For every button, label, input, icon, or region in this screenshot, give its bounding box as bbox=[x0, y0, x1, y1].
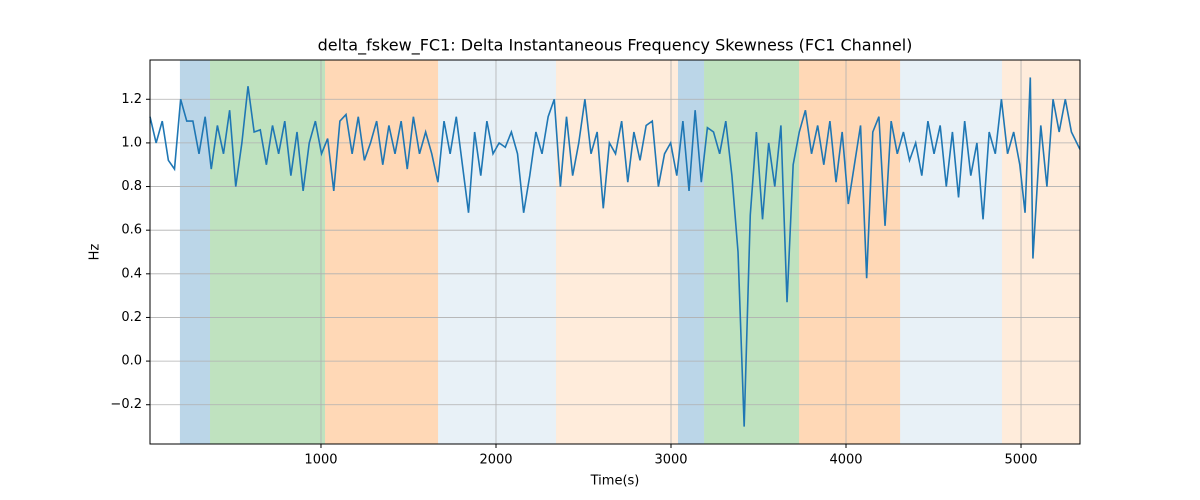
shaded-span bbox=[704, 60, 800, 444]
y-tick-label: 0.6 bbox=[121, 223, 142, 238]
y-tick-label: 0.2 bbox=[121, 310, 142, 325]
y-axis-label: Hz bbox=[88, 244, 103, 261]
x-tick-label: 3000 bbox=[654, 453, 687, 468]
shaded-span bbox=[556, 60, 679, 444]
shaded-span bbox=[325, 60, 439, 444]
x-axis-label: Time(s) bbox=[590, 474, 640, 489]
data-line bbox=[149, 77, 1081, 427]
shaded-span bbox=[799, 60, 901, 444]
chart-title: delta_fskew_FC1: Delta Instantaneous Fre… bbox=[318, 36, 913, 56]
shaded-span bbox=[678, 60, 705, 444]
shaded-span bbox=[210, 60, 326, 444]
y-tick-label: −0.2 bbox=[110, 397, 142, 412]
plot-frame bbox=[149, 59, 1081, 445]
y-tick-label: 0.0 bbox=[121, 354, 142, 369]
y-tick-label: 1.2 bbox=[121, 92, 142, 107]
shaded-span bbox=[1001, 60, 1080, 444]
y-tick-label: 0.4 bbox=[121, 266, 142, 281]
x-tick-label: 4000 bbox=[829, 453, 862, 468]
x-tick-label: 2000 bbox=[479, 453, 512, 468]
shaded-span bbox=[179, 60, 211, 444]
x-tick-label: 5000 bbox=[1004, 453, 1037, 468]
y-tick-label: 0.8 bbox=[121, 179, 142, 194]
y-tick-label: 1.0 bbox=[121, 135, 142, 150]
x-tick-label: 1000 bbox=[304, 453, 337, 468]
shaded-span bbox=[900, 60, 1002, 444]
